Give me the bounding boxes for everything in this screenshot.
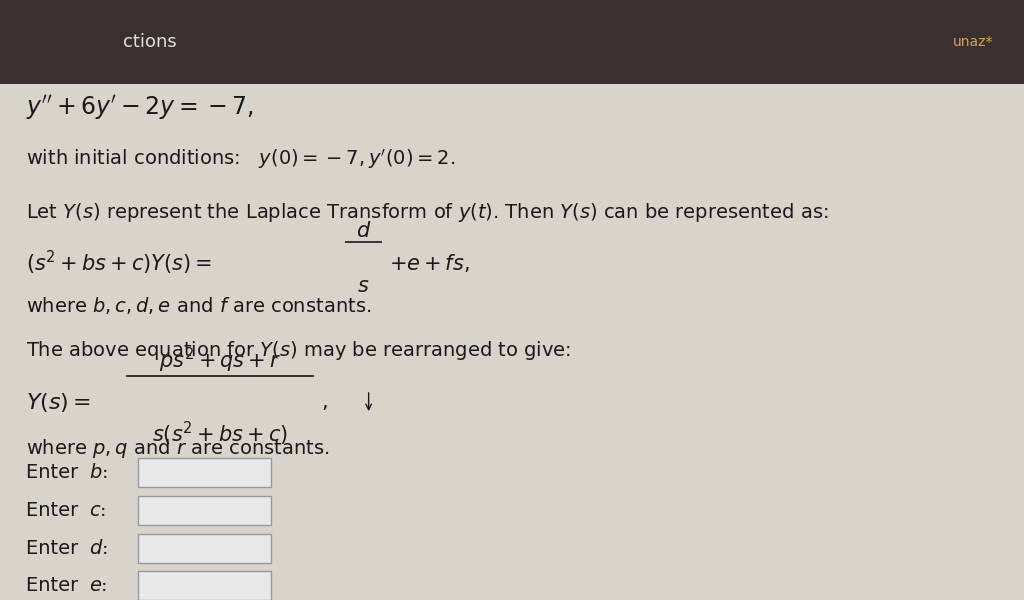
Text: $s(s^2 + bs + c)$: $s(s^2 + bs + c)$ [153,420,288,448]
Text: $c$:: $c$: [89,502,106,520]
Text: The above equation for $Y(s)$ may be rearranged to give:: The above equation for $Y(s)$ may be rea… [26,340,570,362]
Text: $+ e + fs,$: $+ e + fs,$ [389,252,470,274]
Text: $b$:: $b$: [89,463,108,482]
Text: $ps^2 + qs + r$: $ps^2 + qs + r$ [159,346,282,375]
Text: Enter: Enter [26,539,84,558]
Text: $e$:: $e$: [89,577,108,595]
Text: $,$: $,$ [321,392,327,412]
FancyBboxPatch shape [138,496,271,525]
FancyBboxPatch shape [138,571,271,600]
Text: $Y(s) =$: $Y(s) =$ [26,391,91,413]
Text: $y'' + 6y' - 2y = -7,$: $y'' + 6y' - 2y = -7,$ [26,94,254,122]
FancyBboxPatch shape [0,0,1024,84]
Text: Enter: Enter [26,501,84,520]
Text: with initial conditions:   $y(0) = -7, y'(0) = 2.$: with initial conditions: $y(0) = -7, y'(… [26,147,455,171]
Text: ctions: ctions [123,33,176,51]
Text: where $b, c, d, e$ and $f$ are constants.: where $b, c, d, e$ and $f$ are constants… [26,295,371,317]
Text: Enter: Enter [26,463,84,482]
FancyBboxPatch shape [138,534,271,563]
Text: $d$: $d$ [356,221,371,241]
Text: Let $y(t)$ satisfy the following 2nd order ordinary differential equation:: Let $y(t)$ satisfy the following 2nd ord… [26,49,699,71]
Text: Let $Y(s)$ represent the Laplace Transform of $y(t)$. Then $Y(s)$ can be represe: Let $Y(s)$ represent the Laplace Transfo… [26,202,828,224]
Text: $s$: $s$ [357,277,370,296]
Text: $(s^2 + bs + c)Y(s) =$: $(s^2 + bs + c)Y(s) =$ [26,248,212,277]
FancyBboxPatch shape [138,458,271,487]
Text: unaz*: unaz* [952,35,993,49]
Text: where $p, q$ and $r$ are constants.: where $p, q$ and $r$ are constants. [26,437,330,460]
Text: Enter: Enter [26,576,84,595]
Text: $d$:: $d$: [89,539,108,558]
